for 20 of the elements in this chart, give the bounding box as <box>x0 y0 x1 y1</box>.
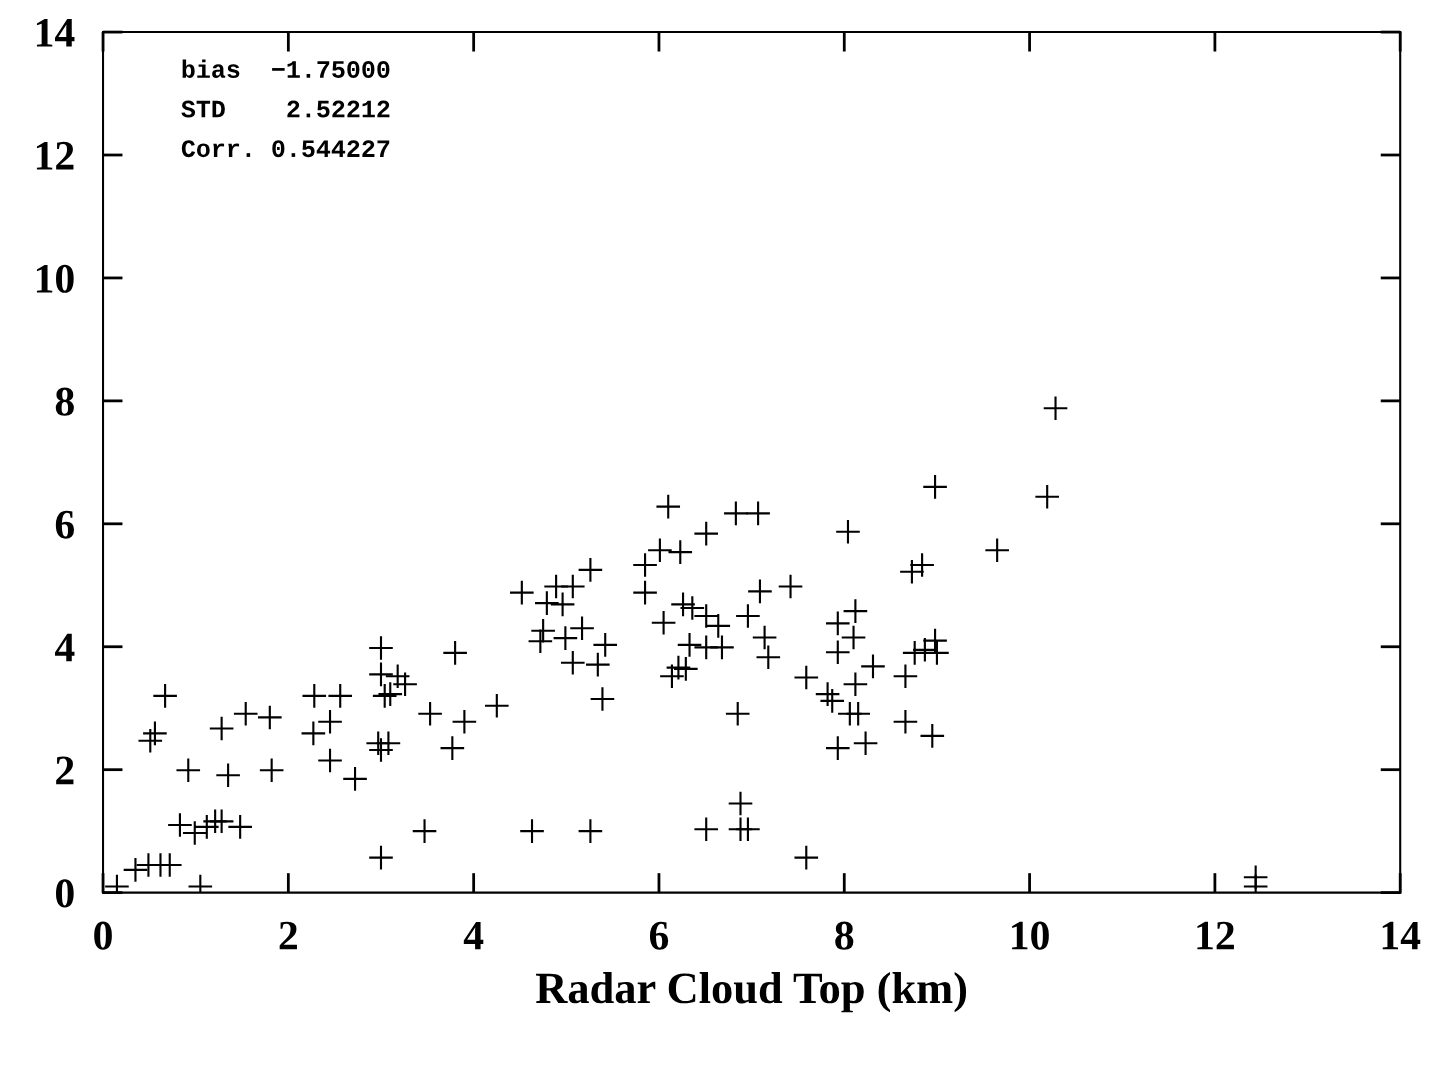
y-tick-label: 6 <box>55 510 75 539</box>
y-tick-label: 14 <box>36 19 75 47</box>
annotation: STD 2.52212 <box>181 100 390 118</box>
x-tick-label: 6 <box>649 921 669 950</box>
y-tick-label: 12 <box>36 141 74 170</box>
annotation: Corr. 0.544227 <box>181 140 390 158</box>
x-axis-title: Radar Cloud Top (km) <box>536 972 967 1013</box>
x-tick-label: 2 <box>279 921 297 950</box>
x-tick-label: 8 <box>835 921 854 950</box>
x-tick-label: 10 <box>1012 921 1049 950</box>
annotation: bias −1.75000 <box>182 59 390 78</box>
x-tick-label: 4 <box>463 921 484 950</box>
x-tick-label: 0 <box>94 921 112 950</box>
y-tick-label: 8 <box>55 387 74 416</box>
y-tick-label: 10 <box>36 264 74 293</box>
y-tick-label: 2 <box>56 756 74 785</box>
y-tick-label: 4 <box>54 633 75 662</box>
x-tick-label: 14 <box>1382 921 1421 950</box>
y-tick-label: 0 <box>56 879 74 908</box>
x-tick-label: 12 <box>1197 921 1234 950</box>
